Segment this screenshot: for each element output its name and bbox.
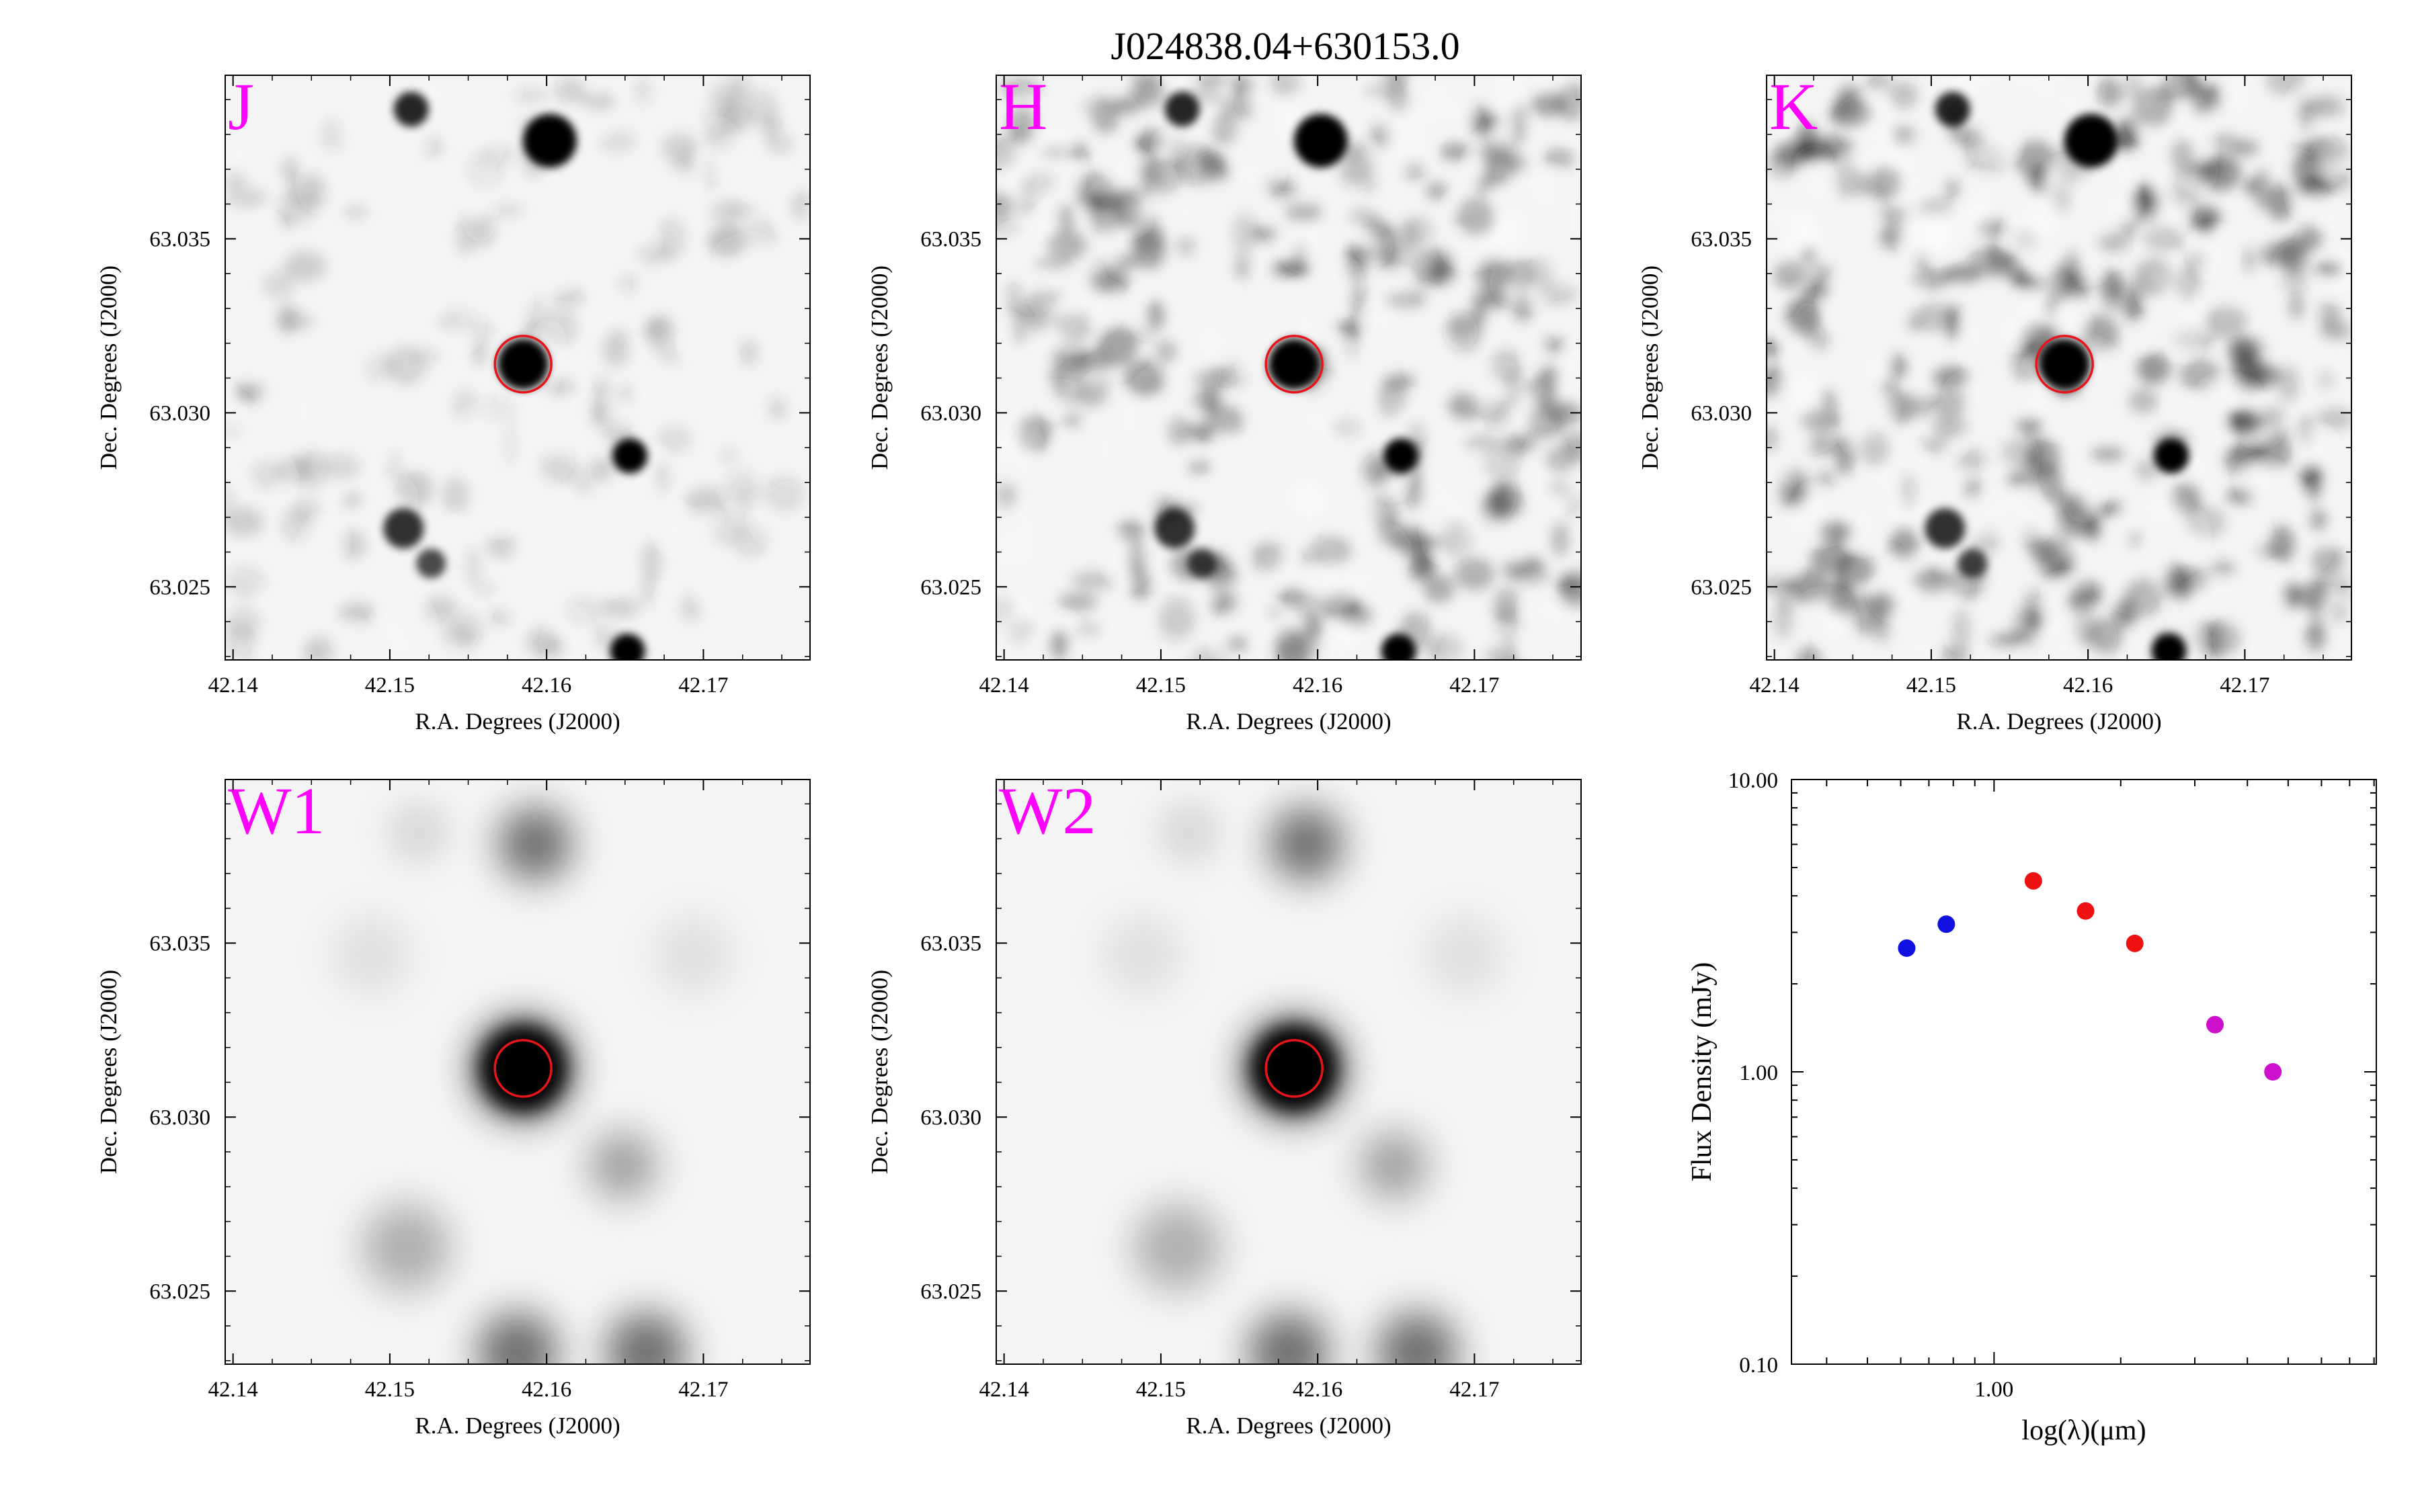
dec-tick-label: 63.030 xyxy=(920,1105,981,1130)
ra-tick-label: 42.17 xyxy=(678,673,728,698)
dec-tick-label: 63.025 xyxy=(920,1279,981,1304)
panel-w1: W1 42.14 42.15 42.16 42.17 63.025 63.030 63.035… xyxy=(95,773,811,1439)
figure-title: J024838.04+630153.0 xyxy=(1111,24,1459,68)
sed-series-2 xyxy=(2206,1015,2282,1081)
panel-k: K 42.14 42.15 42.16 42.17 63.025 63.030 63.035 R… xyxy=(1637,69,2352,734)
ra-tick-label: 42.16 xyxy=(1293,1378,1342,1402)
ra-tick-label: 42.15 xyxy=(1136,673,1186,698)
aperture-circle xyxy=(1264,1039,1324,1098)
y-tick-label: 10.00 xyxy=(1728,769,1778,793)
sky-image xyxy=(225,780,810,1364)
sed-point xyxy=(2126,934,2144,952)
dec-tick-label: 63.025 xyxy=(149,575,210,599)
dec-tick-label: 63.025 xyxy=(149,1279,210,1304)
ra-tick-label: 42.17 xyxy=(1449,1378,1499,1402)
ra-tick-label: 42.15 xyxy=(365,1378,415,1402)
y-axis-label: Dec. Degrees (J2000) xyxy=(95,265,122,470)
x-axis-label: R.A. Degrees (J2000) xyxy=(415,708,620,734)
ra-tick-label: 42.14 xyxy=(979,1378,1029,1402)
x-axis-label: R.A. Degrees (J2000) xyxy=(1186,708,1391,734)
ra-tick-label: 42.16 xyxy=(522,1378,571,1402)
aperture-circle xyxy=(1264,335,1324,394)
x-axis-label: R.A. Degrees (J2000) xyxy=(415,1413,620,1439)
ra-tick-label: 42.16 xyxy=(522,673,571,698)
y-tick-label: 1.00 xyxy=(1739,1061,1778,1085)
ra-tick-label: 42.17 xyxy=(2220,673,2269,698)
band-label: K xyxy=(1769,69,1818,144)
dec-tick-label: 63.030 xyxy=(149,401,210,425)
panel-frame xyxy=(996,75,1582,661)
panel-frame xyxy=(996,779,1582,1365)
ra-tick-label: 42.15 xyxy=(1906,673,1956,698)
band-label: W1 xyxy=(228,773,325,848)
band-label: J xyxy=(228,69,254,144)
sed-frame xyxy=(1791,779,2377,1365)
panel-frame xyxy=(1766,75,2352,661)
sed-point xyxy=(2264,1063,2282,1081)
y-axis-label: Dec. Degrees (J2000) xyxy=(866,265,893,470)
dec-tick-label: 63.035 xyxy=(149,227,210,251)
aperture-circle xyxy=(2035,335,2094,394)
x-tick-label: 1.00 xyxy=(1974,1378,2013,1402)
y-axis-label: Dec. Degrees (J2000) xyxy=(1637,265,1663,470)
sed-point xyxy=(2206,1015,2224,1034)
sed-point xyxy=(2076,902,2095,920)
sky-image xyxy=(225,75,810,660)
sed-point xyxy=(1937,915,1955,933)
ra-tick-label: 42.16 xyxy=(1293,673,1342,698)
ra-tick-label: 42.14 xyxy=(979,673,1029,698)
band-label: H xyxy=(999,69,1047,144)
sed-plot: 0.10 1.00 10.00 1.00 log(λ)(μm) Flux Density … xyxy=(1687,769,2377,1446)
panel-h: H 42.14 42.15 42.16 42.17 63.025 63.030 63.035 R… xyxy=(866,69,1582,734)
y-tick-label: 0.10 xyxy=(1739,1353,1778,1378)
x-axis-label: R.A. Degrees (J2000) xyxy=(1186,1413,1391,1439)
x-axis-label: R.A. Degrees (J2000) xyxy=(1956,708,2161,734)
dec-tick-label: 63.025 xyxy=(920,575,981,599)
panel-j: J 42.14 42.15 42.16 42.17 63.025 63.030 63.035 R… xyxy=(95,69,811,734)
sky-image xyxy=(996,780,1581,1364)
ra-tick-label: 42.14 xyxy=(208,1378,258,1402)
sky-image xyxy=(996,75,1581,660)
band-label: W2 xyxy=(999,773,1096,848)
sed-point xyxy=(1898,939,1916,957)
sed-point xyxy=(2024,872,2042,890)
sed-y-axis-label: Flux Density (mJy) xyxy=(1687,962,1718,1182)
y-axis-label: Dec. Degrees (J2000) xyxy=(95,970,122,1174)
aperture-circle xyxy=(493,335,553,394)
panel-w2: W2 42.14 42.15 42.16 42.17 63.025 63.030 63.035… xyxy=(866,773,1582,1439)
ra-tick-label: 42.17 xyxy=(1449,673,1499,698)
y-axis-label: Dec. Degrees (J2000) xyxy=(866,970,893,1174)
ra-tick-label: 42.15 xyxy=(1136,1378,1186,1402)
dec-tick-label: 63.030 xyxy=(1691,401,1752,425)
sed-series-0 xyxy=(1898,915,1955,957)
dec-tick-label: 63.030 xyxy=(149,1105,210,1130)
ra-tick-label: 42.16 xyxy=(2063,673,2113,698)
dec-tick-label: 63.035 xyxy=(920,931,981,956)
dec-tick-label: 63.035 xyxy=(1691,227,1752,251)
sed-series-1 xyxy=(2024,872,2144,952)
panel-frame xyxy=(225,779,811,1365)
aperture-circle xyxy=(493,1039,553,1098)
sky-image xyxy=(1767,75,2351,660)
panel-frame xyxy=(225,75,811,661)
ra-tick-label: 42.17 xyxy=(678,1378,728,1402)
image-panels: J 42.14 42.15 42.16 42.17 63.025 63.030 63.035 R… xyxy=(95,69,2352,1439)
ra-tick-label: 42.15 xyxy=(365,673,415,698)
dec-tick-label: 63.035 xyxy=(920,227,981,251)
ra-tick-label: 42.14 xyxy=(1750,673,1800,698)
sed-x-axis-label: log(λ)(μm) xyxy=(2021,1415,2146,1446)
dec-tick-label: 63.025 xyxy=(1691,575,1752,599)
dec-tick-label: 63.030 xyxy=(920,401,981,425)
ra-tick-label: 42.14 xyxy=(208,673,258,698)
dec-tick-label: 63.035 xyxy=(149,931,210,956)
